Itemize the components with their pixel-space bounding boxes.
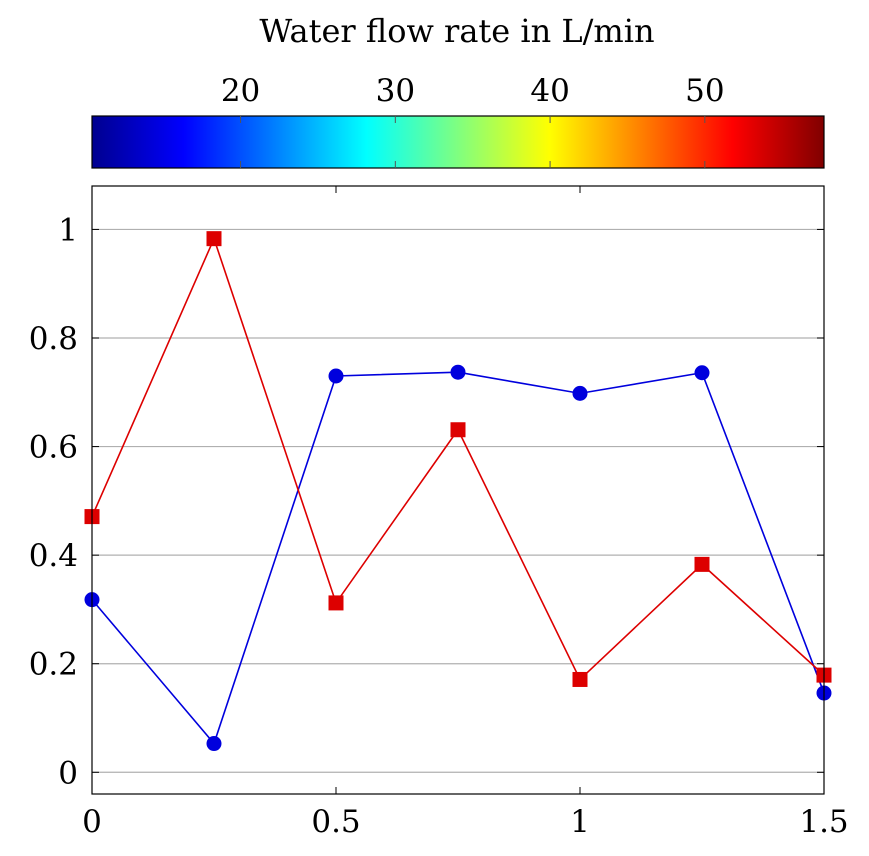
- colorbar-title: Water flow rate in L/min: [259, 12, 654, 50]
- plot-area: 0 0.5 1 1.5 0 0.2 0.4 0.6 0.8 1: [29, 185, 849, 840]
- data-point-circle: [206, 736, 222, 752]
- data-point-circle: [450, 364, 466, 380]
- x-axis-ticks: 0 0.5 1 1.5: [82, 186, 849, 840]
- colorbar-tick-label: 30: [376, 73, 415, 109]
- colorbar-tick-label: 50: [685, 73, 724, 109]
- colorbar-tick-label: 20: [221, 73, 260, 109]
- series-1: [84, 364, 832, 752]
- data-point-square: [572, 671, 588, 687]
- plot-frame: [91, 185, 825, 795]
- data-point-circle: [572, 385, 588, 401]
- data-point-square: [206, 231, 222, 247]
- x-tick-label: 0.5: [311, 804, 360, 840]
- y-tick-label: 0.4: [29, 538, 78, 574]
- y-tick-label: 0.6: [29, 430, 78, 466]
- series-layer: [84, 231, 832, 752]
- data-point-square: [694, 556, 710, 572]
- y-tick-label: 0.8: [29, 321, 78, 357]
- y-tick-label: 1: [58, 212, 78, 248]
- colorbar-tick-label: 40: [530, 73, 569, 109]
- x-tick-label: 1.5: [799, 804, 848, 840]
- colorbar-gradient: [91, 115, 825, 169]
- data-point-circle: [694, 365, 710, 381]
- series-line: [91, 236, 825, 681]
- y-axis-ticks: 0 0.2 0.4 0.6 0.8 1: [29, 212, 824, 791]
- data-point-square: [328, 595, 344, 611]
- x-tick-label: 0: [82, 804, 102, 840]
- colorbar-ticks: 20 30 40 50: [221, 73, 725, 168]
- data-point-circle: [328, 368, 344, 384]
- colorbar: Water flow rate in L/min 20 30 40 50: [91, 12, 825, 169]
- data-point-square: [450, 422, 466, 438]
- y-tick-label: 0.2: [29, 647, 78, 683]
- y-tick-label: 0: [58, 755, 78, 791]
- x-tick-label: 1: [570, 804, 590, 840]
- grid-lines: [92, 228, 824, 773]
- series-2: [84, 231, 832, 687]
